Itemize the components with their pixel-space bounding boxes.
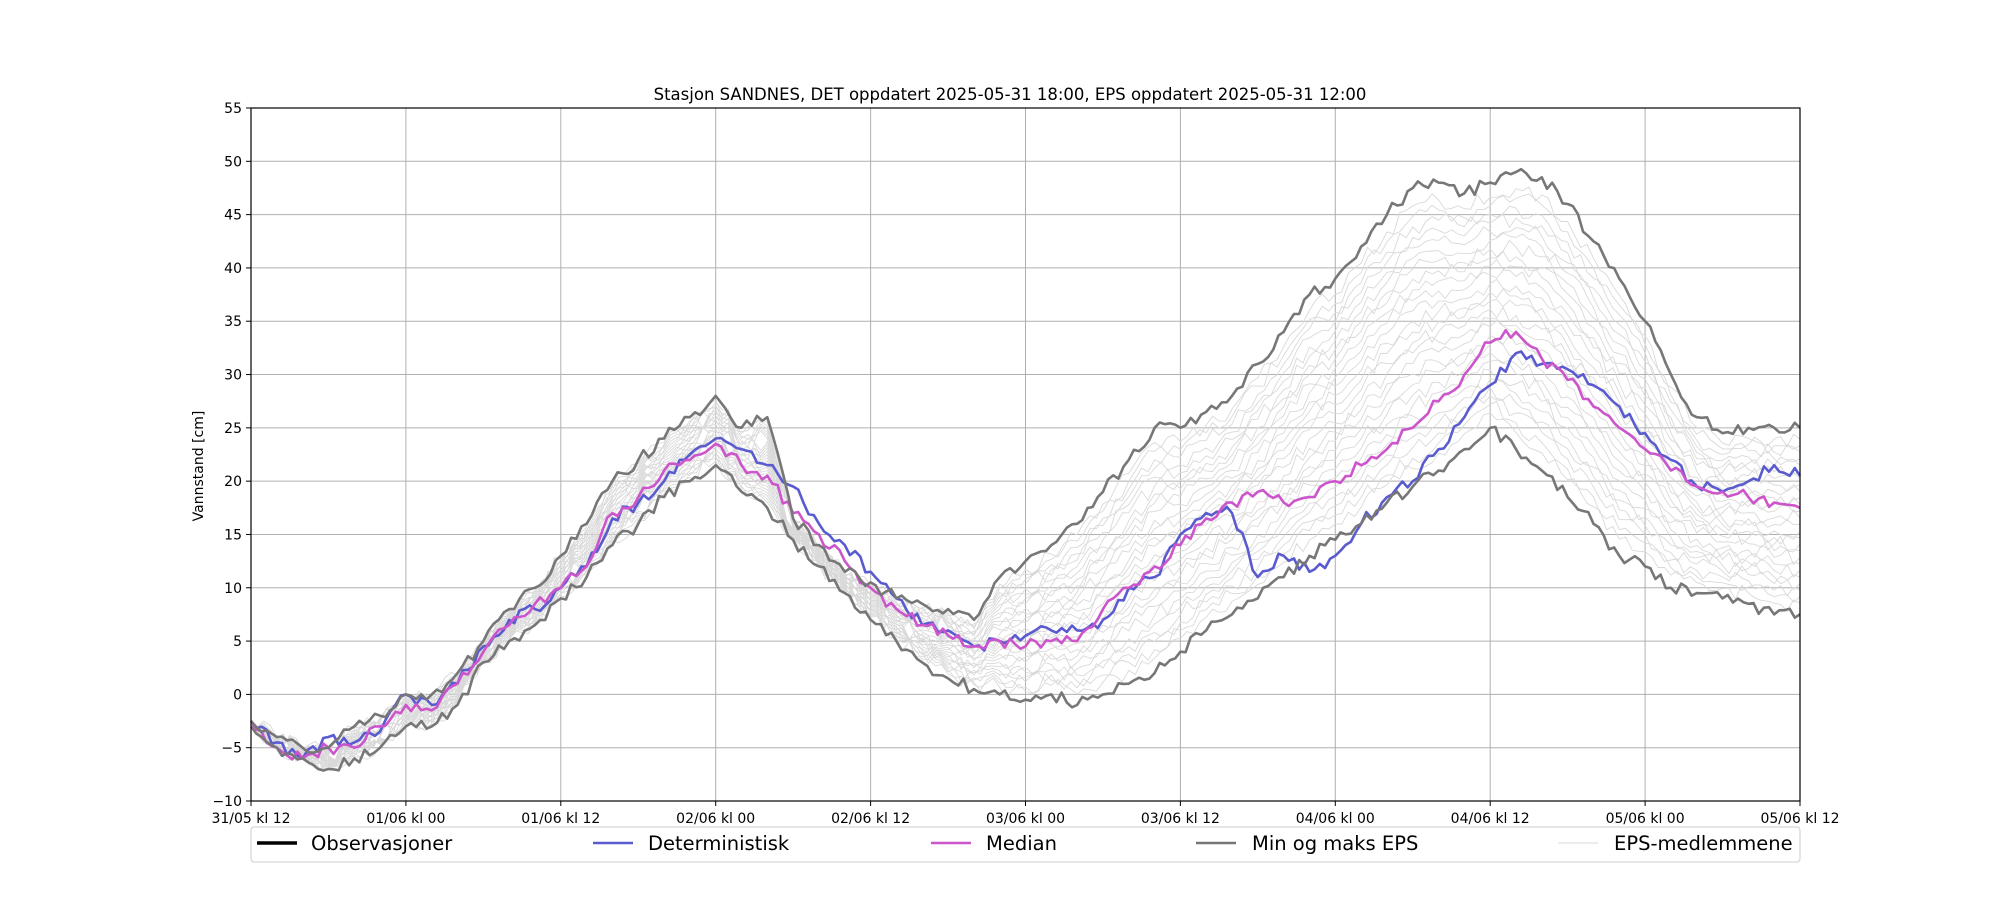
eps-member-line: [250, 359, 1801, 765]
legend-item-eps-medlemmene: EPS-medlemmene: [1558, 832, 1793, 855]
legend: Observasjoner Deterministisk Median Min …: [250, 826, 1801, 863]
legend-item-min-og-maks-eps: Min og maks EPS: [1196, 832, 1418, 855]
y-tick-label: 0: [233, 687, 242, 703]
eps-member-line: [250, 400, 1801, 768]
axis-ticks: −10 −5 0 5 10 15 20 25 30 35 40 45 50 55 31/05 kl 12 01…: [211, 101, 1839, 827]
eps-member-line: [250, 339, 1801, 769]
y-tick-label: −10: [212, 794, 242, 810]
legend-label-deterministisk: Deterministisk: [648, 832, 790, 855]
series-layer: [249, 167, 1802, 772]
eps-member-line: [250, 213, 1801, 758]
y-tick-label: 20: [224, 474, 242, 490]
y-tick-label: 15: [224, 527, 242, 543]
eps-member-line: [250, 395, 1801, 770]
eps-members: [250, 186, 1801, 770]
y-axis-label: Vannstand [cm]: [191, 411, 207, 522]
x-tick-label: 04/06 kl 00: [1296, 811, 1375, 827]
y-tick-label: 35: [224, 314, 242, 330]
grid-lines: [250, 107, 1801, 802]
eps-member-line: [250, 232, 1801, 754]
eps-member-line: [250, 378, 1801, 766]
y-tick-label: 50: [224, 154, 242, 170]
legend-label-median: Median: [986, 832, 1057, 855]
legend-label-min-og-maks-eps: Min og maks EPS: [1252, 832, 1418, 855]
eps-member-line: [250, 193, 1801, 752]
series-line-min-og-maks-eps-min: [249, 425, 1801, 772]
series-line-median: [249, 328, 1801, 761]
legend-frame: [250, 826, 1801, 863]
eps-member-line: [250, 186, 1801, 757]
x-tick-label: 02/06 kl 12: [831, 811, 910, 827]
eps-member-line: [250, 319, 1801, 763]
x-tick-label: 01/06 kl 00: [366, 811, 445, 827]
x-tick-label: 01/06 kl 12: [521, 811, 600, 827]
y-tick-label: 5: [233, 634, 242, 650]
legend-item-median: Median: [931, 832, 1057, 855]
series-line-min-og-maks-eps-max: [250, 167, 1801, 754]
x-tick-label: 05/06 kl 12: [1760, 811, 1839, 827]
x-tick-label: 02/06 kl 00: [676, 811, 755, 827]
x-tick-label: 05/06 kl 00: [1606, 811, 1685, 827]
legend-label-observasjoner: Observasjoner: [311, 832, 453, 855]
eps-member-line: [250, 225, 1801, 757]
eps-member-line: [250, 205, 1801, 753]
eps-member-line: [250, 368, 1801, 769]
legend-item-deterministisk: Deterministisk: [593, 832, 790, 855]
legend-label-eps-medlemmene: EPS-medlemmene: [1614, 832, 1793, 855]
eps-member-line: [250, 352, 1801, 765]
y-tick-label: −5: [221, 741, 242, 757]
y-tick-label: 10: [224, 581, 242, 597]
eps-member-line: [250, 412, 1801, 770]
x-tick-label: 04/06 kl 12: [1451, 811, 1530, 827]
eps-member-line: [250, 239, 1801, 760]
eps-member-line: [250, 317, 1801, 767]
y-tick-label: 40: [224, 261, 242, 277]
y-tick-label: 45: [224, 208, 242, 224]
x-tick-label: 03/06 kl 00: [986, 811, 1065, 827]
x-tick-label: 31/05 kl 12: [211, 811, 290, 827]
series-line-deterministisk: [249, 350, 1802, 760]
y-tick-label: 30: [224, 368, 242, 384]
eps-member-line: [250, 386, 1801, 767]
chart-title: Stasjon SANDNES, DET oppdatert 2025-05-3…: [654, 85, 1367, 104]
y-tick-label: 55: [224, 101, 242, 117]
x-tick-label: 03/06 kl 12: [1141, 811, 1220, 827]
legend-item-observasjoner: Observasjoner: [257, 832, 453, 855]
y-tick-label: 25: [224, 421, 242, 437]
